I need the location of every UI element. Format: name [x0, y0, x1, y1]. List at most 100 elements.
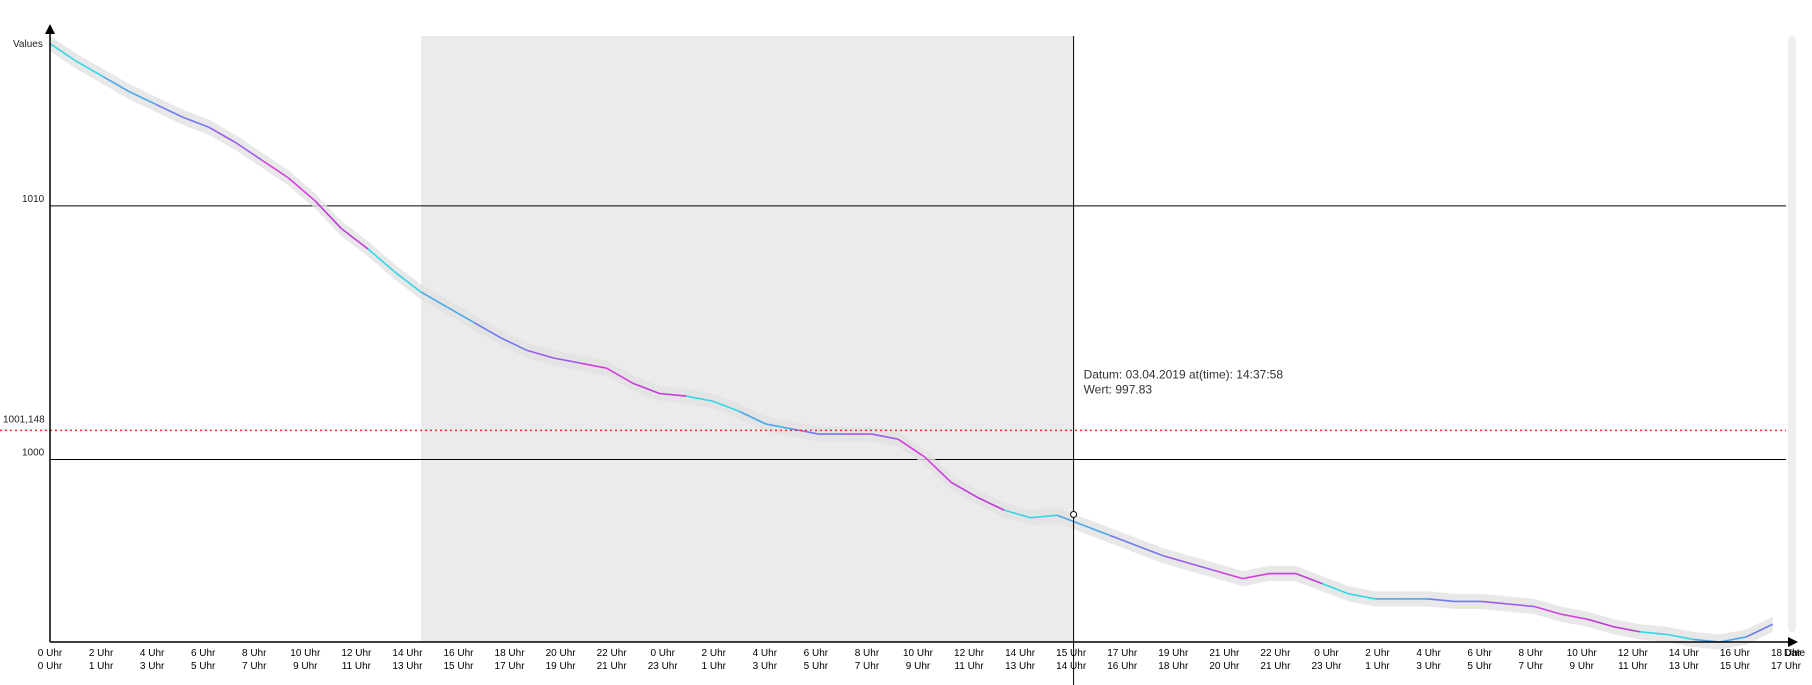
- x-tick-label-bottom-22: 18 Uhr: [1158, 661, 1189, 672]
- series-segment: [897, 438, 926, 458]
- x-tick-label-top-22: 19 Uhr: [1158, 648, 1189, 659]
- series-segment: [182, 116, 210, 129]
- series-segment: [49, 42, 77, 63]
- x-tick-label-top-6: 12 Uhr: [341, 648, 372, 659]
- series-segment: [314, 200, 343, 230]
- x-tick-label-top-17: 10 Uhr: [903, 648, 934, 659]
- x-tick-label-top-19: 14 Uhr: [1005, 648, 1036, 659]
- y-axis-label: Values: [13, 39, 43, 50]
- x-tick-label-bottom-29: 7 Uhr: [1518, 661, 1543, 672]
- series-segment: [1533, 605, 1561, 615]
- series-segment: [208, 126, 236, 144]
- x-tick-label-top-9: 18 Uhr: [495, 648, 526, 659]
- series-segment: [1640, 631, 1667, 636]
- series-segment: [1481, 600, 1508, 605]
- x-tick-labels: 0 Uhr 2 Uhr 4 Uhr 6 Uhr 8 Uhr 10 Uhr 12 Uhr 14 …: [38, 648, 1802, 672]
- x-tick-label-top-16: 8 Uhr: [855, 648, 880, 659]
- x-tick-label-bottom-32: 13 Uhr: [1669, 661, 1700, 672]
- series-segment: [1109, 534, 1137, 547]
- series-segment: [765, 423, 793, 430]
- x-tick-label-bottom-5: 9 Uhr: [293, 661, 318, 672]
- x-tick-label-top-12: 0 Uhr: [650, 648, 675, 659]
- series-segment: [1507, 603, 1535, 608]
- y-tick-label-1000: 1000: [22, 447, 45, 458]
- x-tick-label-bottom-18: 11 Uhr: [954, 661, 984, 672]
- x-tick-label-top-1: 2 Uhr: [89, 648, 114, 659]
- series-segment: [553, 357, 581, 364]
- x-tick-label-top-26: 2 Uhr: [1365, 648, 1390, 659]
- x-tick-label-top-30: 10 Uhr: [1567, 648, 1598, 659]
- series-segment: [1056, 514, 1084, 527]
- x-tick-label-bottom-8: 15 Uhr: [443, 661, 474, 672]
- x-tick-label-top-18: 12 Uhr: [954, 648, 985, 659]
- tooltip-value: Wert: 997.83: [1084, 382, 1153, 396]
- x-tick-label-top-5: 10 Uhr: [290, 648, 321, 659]
- x-tick-label-top-4: 8 Uhr: [242, 648, 267, 659]
- crosshair-point[interactable]: [1070, 510, 1078, 518]
- x-tick-label-bottom-25: 23 Uhr: [1311, 661, 1342, 672]
- series-segment: [500, 337, 528, 352]
- series-segment: [1136, 544, 1164, 557]
- series-segment: [235, 141, 263, 161]
- x-tick-label-bottom-23: 20 Uhr: [1209, 661, 1240, 672]
- x-tick-label-bottom-28: 5 Uhr: [1467, 661, 1492, 672]
- x-tick-label-top-34: 18 Uhr: [1771, 648, 1802, 659]
- x-tick-label-top-24: 22 Uhr: [1260, 648, 1291, 659]
- x-tick-label-bottom-34: 17 Uhr: [1771, 661, 1802, 672]
- series-segment: [950, 481, 979, 499]
- x-tick-label-top-28: 6 Uhr: [1467, 648, 1492, 659]
- y-tick-label-1010: 1010: [22, 194, 45, 205]
- series-segment: [76, 60, 104, 78]
- series-segment: [367, 248, 396, 273]
- x-tick-label-bottom-26: 1 Uhr: [1365, 661, 1390, 672]
- x-tick-label-top-0: 0 Uhr: [38, 648, 63, 659]
- x-tick-label-bottom-9: 17 Uhr: [495, 661, 526, 672]
- x-tick-label-top-21: 17 Uhr: [1107, 648, 1138, 659]
- series-segment: [261, 159, 289, 179]
- x-tick-label-bottom-27: 3 Uhr: [1416, 661, 1441, 672]
- series-segment: [394, 271, 422, 293]
- x-tick-label-bottom-16: 7 Uhr: [855, 661, 880, 672]
- x-axis-arrow: [1788, 637, 1798, 647]
- series-segment: [1242, 572, 1270, 580]
- x-tick-label-bottom-1: 1 Uhr: [89, 661, 114, 672]
- x-tick-label-top-31: 12 Uhr: [1618, 648, 1649, 659]
- x-tick-label-bottom-13: 1 Uhr: [702, 661, 727, 672]
- series-segment: [1613, 626, 1641, 633]
- x-tick-label-top-8: 16 Uhr: [443, 648, 474, 659]
- x-tick-label-bottom-31: 11 Uhr: [1618, 661, 1648, 672]
- series-segment: [1587, 618, 1614, 628]
- x-tick-label-top-15: 6 Uhr: [804, 648, 829, 659]
- series-segment: [1560, 613, 1588, 620]
- x-tick-label-top-10: 20 Uhr: [546, 648, 577, 659]
- x-tick-label-top-25: 0 Uhr: [1314, 648, 1339, 659]
- series-segment: [1189, 562, 1217, 572]
- scrollbar[interactable]: [1788, 36, 1796, 632]
- series-segment: [579, 362, 607, 369]
- x-tick-label-bottom-10: 19 Uhr: [546, 661, 577, 672]
- x-tick-label-bottom-20: 14 Uhr: [1056, 661, 1087, 672]
- x-tick-label-bottom-4: 7 Uhr: [242, 661, 267, 672]
- x-tick-label-bottom-0: 0 Uhr: [38, 661, 63, 672]
- series-segment: [738, 410, 766, 425]
- series-segment: [102, 75, 130, 93]
- series-segment: [1428, 598, 1455, 603]
- series-segment: [871, 433, 899, 440]
- x-tick-label-top-13: 2 Uhr: [702, 648, 727, 659]
- series-segment: [685, 395, 713, 402]
- threshold-label: 1001,148: [3, 414, 45, 425]
- x-tick-label-bottom-30: 9 Uhr: [1570, 661, 1595, 672]
- series-segment: [288, 177, 316, 202]
- x-tick-label-bottom-11: 21 Uhr: [597, 661, 628, 672]
- series-segment: [606, 367, 634, 385]
- x-tick-label-bottom-17: 9 Uhr: [906, 661, 931, 672]
- x-tick-label-bottom-14: 3 Uhr: [753, 661, 778, 672]
- x-tick-label-top-11: 22 Uhr: [597, 648, 628, 659]
- x-tick-label-top-14: 4 Uhr: [753, 648, 778, 659]
- series-segment: [420, 291, 448, 308]
- series-segment: [473, 321, 501, 339]
- series-segment: [1719, 636, 1747, 643]
- x-axis-label: Date: [1784, 648, 1806, 659]
- x-tick-label-top-29: 8 Uhr: [1518, 648, 1543, 659]
